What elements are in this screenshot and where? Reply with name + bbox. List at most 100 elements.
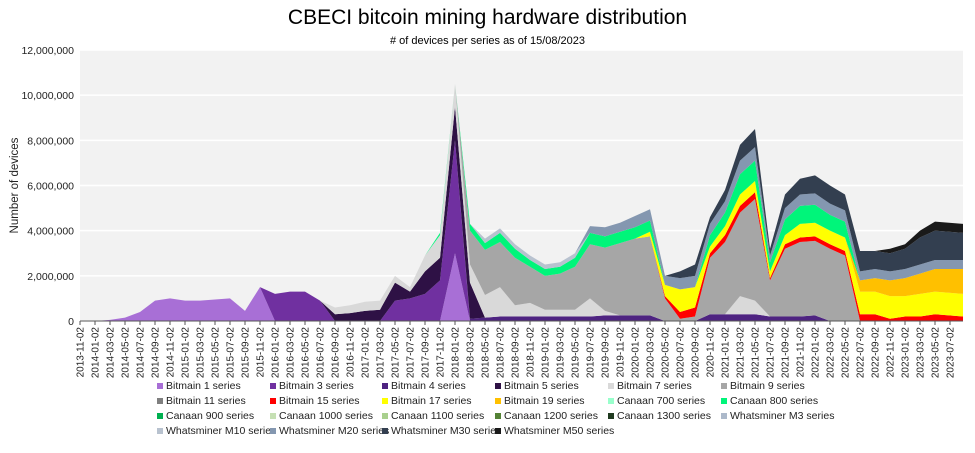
x-tick-label: 2023-01-02 [901, 327, 912, 379]
legend-swatch [608, 383, 614, 389]
legend-label: Bitmain 7 series [617, 380, 692, 392]
legend-swatch [157, 398, 163, 404]
x-tick-label: 2022-03-02 [826, 327, 837, 379]
legend-swatch [157, 383, 163, 389]
legend-swatch [608, 413, 614, 419]
legend-swatch [157, 428, 163, 434]
x-tick-label: 2023-03-02 [916, 327, 927, 379]
x-tick-label: 2020-03-02 [646, 327, 657, 379]
legend-label: Whatsminer M50 series [504, 425, 615, 437]
legend-label: Whatsminer M30 series [391, 425, 502, 437]
chart-title: CBECI bitcoin mining hardware distributi… [287, 6, 688, 29]
x-tick-label: 2017-03-02 [376, 327, 387, 379]
x-tick-label: 2019-03-02 [556, 327, 567, 379]
legend-label: Bitmain 9 series [730, 380, 805, 392]
legend-item: Bitmain 9 series [721, 380, 805, 392]
legend-label: Canaan 800 series [730, 395, 819, 407]
x-tick-label: 2022-09-02 [871, 327, 882, 379]
legend-item: Bitmain 1 series [157, 380, 241, 392]
x-tick-label: 2014-09-02 [151, 327, 162, 379]
legend-label: Bitmain 4 series [391, 380, 466, 392]
x-tick-label: 2022-01-02 [811, 327, 822, 379]
y-tick-label: 2,000,000 [27, 271, 74, 283]
x-tick-label: 2023-05-02 [931, 327, 942, 379]
legend-label: Canaan 900 series [166, 410, 255, 422]
legend-item: Bitmain 7 series [608, 380, 692, 392]
legend-item: Bitmain 3 series [270, 380, 354, 392]
legend-item: Bitmain 17 series [382, 395, 472, 407]
y-tick-label: 0 [68, 316, 74, 328]
x-tick-label: 2014-01-02 [91, 327, 102, 379]
x-tick-label: 2015-03-02 [196, 327, 207, 379]
area-whatsminer-m30-series [80, 83, 963, 321]
x-tick-label: 2021-01-02 [721, 327, 732, 379]
legend-swatch [608, 398, 614, 404]
legend-swatch [495, 428, 501, 434]
legend-swatch [382, 383, 388, 389]
legend-item: Whatsminer M30 series [382, 425, 501, 437]
x-tick-label: 2016-11-02 [346, 327, 357, 378]
legend-item: Bitmain 11 series [157, 395, 246, 407]
legend-swatch [382, 413, 388, 419]
y-tick-label: 6,000,000 [27, 181, 74, 193]
legend-label: Canaan 700 series [617, 395, 706, 407]
legend-label: Canaan 1300 series [617, 410, 711, 422]
x-tick-label: 2023-07-02 [946, 327, 957, 379]
legend-swatch [270, 413, 276, 419]
legend-item: Bitmain 5 series [495, 380, 579, 392]
legend-item: Bitmain 15 series [270, 395, 360, 407]
x-tick-label: 2018-01-02 [451, 327, 462, 379]
legend-swatch [382, 398, 388, 404]
x-tick-label: 2016-09-02 [331, 327, 342, 379]
area-bitmain-1-series [80, 253, 963, 321]
y-tick-label: 8,000,000 [27, 135, 74, 147]
x-tick-label: 2016-07-02 [316, 327, 327, 379]
y-axis-label: Number of devices [9, 137, 21, 233]
x-tick-label: 2020-07-02 [676, 327, 687, 379]
x-tick-label: 2017-11-02 [436, 327, 447, 378]
x-tick-label: 2017-07-02 [406, 327, 417, 379]
x-tick-label: 2020-01-02 [631, 327, 642, 379]
legend-item: Canaan 900 series [157, 410, 254, 422]
x-tick-label: 2018-11-02 [526, 327, 537, 378]
legend-label: Canaan 1000 series [279, 410, 373, 422]
x-tick-label: 2020-05-02 [661, 327, 672, 379]
x-tick-label: 2015-11-02 [256, 327, 267, 378]
legend-item: Canaan 800 series [721, 395, 818, 407]
x-tick-label: 2019-05-02 [571, 327, 582, 379]
x-tick-label: 2022-11-02 [886, 327, 897, 378]
x-tick-label: 2016-05-02 [301, 327, 312, 379]
legend-swatch [495, 383, 501, 389]
x-tick-label: 2021-09-02 [781, 327, 792, 379]
legend-swatch [270, 383, 276, 389]
x-tick-label: 2020-11-02 [706, 327, 717, 378]
legend-label: Whatsminer M3 series [730, 410, 835, 422]
x-tick-label: 2016-03-02 [286, 327, 297, 379]
legend-label: Bitmain 11 series [166, 395, 246, 407]
x-tick-label: 2015-01-02 [181, 327, 192, 379]
y-tick-label: 4,000,000 [27, 226, 74, 238]
x-tick-label: 2022-05-02 [841, 327, 852, 379]
legend-label: Bitmain 5 series [504, 380, 579, 392]
legend-item: Whatsminer M3 series [721, 410, 834, 422]
x-tick-label: 2018-09-02 [511, 327, 522, 379]
area-bitmain-17-series [80, 83, 963, 321]
legend-label: Canaan 1200 series [504, 410, 598, 422]
x-tick-label: 2015-09-02 [241, 327, 252, 379]
legend-swatch [270, 398, 276, 404]
x-tick-label: 2013-11-02 [76, 327, 87, 378]
x-tick-label: 2014-11-02 [166, 327, 177, 378]
x-tick-label: 2017-05-02 [391, 327, 402, 379]
x-tick-label: 2021-07-02 [766, 327, 777, 379]
x-tick-label: 2017-09-02 [421, 327, 432, 379]
x-tick-label: 2020-09-02 [691, 327, 702, 379]
y-tick-label: 12,000,000 [21, 45, 74, 57]
legend-label: Canaan 1100 series [391, 410, 485, 422]
legend-label: Bitmain 15 series [279, 395, 360, 407]
legend-swatch [270, 428, 276, 434]
x-tick-label: 2019-09-02 [601, 327, 612, 379]
x-tick-label: 2018-03-02 [466, 327, 477, 379]
legend-item: Canaan 1300 series [608, 410, 711, 422]
legend-swatch [721, 398, 727, 404]
legend-item: Canaan 1200 series [495, 410, 598, 422]
